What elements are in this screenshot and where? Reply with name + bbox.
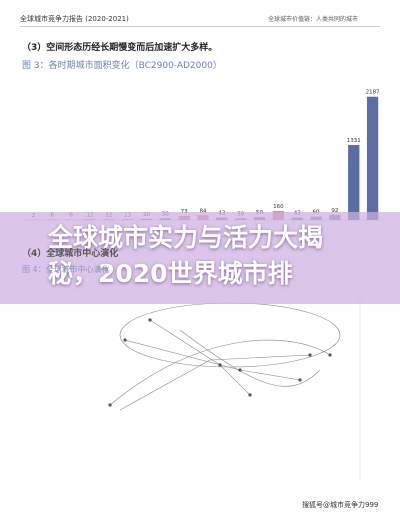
figure-title: 图 4：全球城市中心演化	[22, 265, 110, 274]
bar	[348, 144, 360, 220]
data-label: 92	[331, 208, 338, 214]
figure-title: 图 3：各时期城市面积变化（BC2900-AD2000）	[22, 61, 222, 71]
banner: 全球城市实力与活力大揭秘，2020世界城市排	[0, 212, 400, 304]
section-title: （4）全球城市中心演化	[22, 249, 119, 259]
banner-text: 全球城市实力与活力大揭秘，2020世界城市排	[48, 223, 324, 288]
data-label: 84	[200, 208, 207, 214]
data-label: 2187	[366, 90, 380, 96]
rule	[20, 26, 380, 27]
header-right: 全球城市价值链：人类共同的城市	[268, 16, 359, 23]
section-title: （3）空间形态历经长期慢变而后加速扩大多样。	[22, 43, 218, 53]
header-left: 全球城市竞争力报告 (2020-2021)	[20, 15, 129, 23]
bar	[366, 96, 379, 220]
data-label: 73	[181, 209, 188, 215]
data-label: 160	[273, 204, 284, 210]
watermark: 搜狐号@城市竞争力999	[302, 501, 379, 509]
data-label: 1331	[347, 138, 361, 144]
